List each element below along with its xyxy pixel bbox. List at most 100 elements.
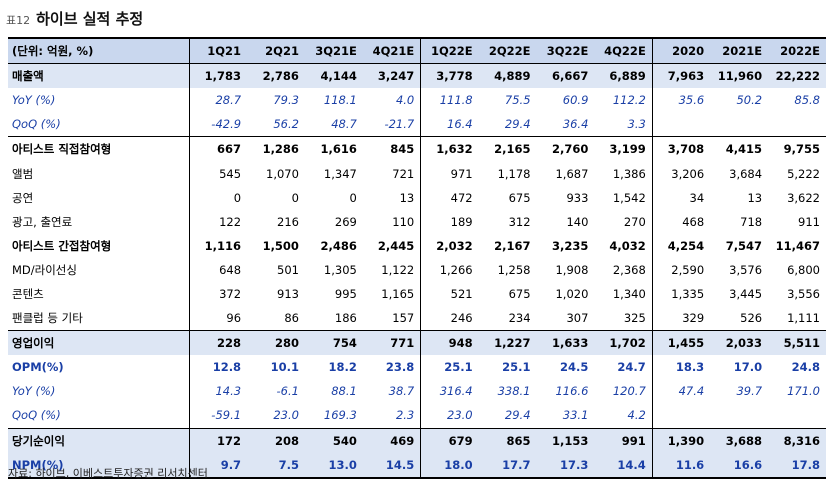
table-cell: 1,020	[555, 286, 589, 301]
column-header: 2020	[651, 38, 711, 64]
table-cell: 38.7	[388, 384, 415, 399]
column-header: 1Q21	[188, 38, 248, 64]
header-row: (단위: 억원, %) 1Q21 2Q21 3Q21E 4Q21E 1Q22E 2Q22E 3…	[8, 38, 826, 64]
table-cell: 280	[247, 330, 305, 356]
row-label: QoQ (%)	[8, 112, 190, 138]
table-cell: 4,032	[609, 238, 646, 253]
earnings-estimate-table: (단위: 억원, %) 1Q21 2Q21 3Q21E 4Q21E 1Q22E 2Q22E 3…	[8, 37, 826, 479]
column-header: 2Q21	[247, 38, 305, 64]
table-cell: 468	[651, 209, 711, 234]
table-cell: 307	[536, 306, 595, 332]
table-cell: 17.7	[478, 452, 537, 479]
row-label: 아티스트 직접참여형	[12, 142, 112, 157]
table-cell	[651, 403, 711, 429]
table-cell: 1,687	[555, 166, 589, 181]
table-cell: 6,889	[594, 63, 653, 89]
table-cell: 172	[188, 428, 248, 453]
table-cell: 13	[747, 190, 763, 205]
table-cell: 0	[291, 190, 299, 205]
table-cell: 79.3	[273, 93, 299, 108]
table-title: 표12 하이브 실적 추정	[6, 8, 143, 30]
table-cell: 648	[188, 257, 248, 282]
table-cell: 1,347	[323, 166, 357, 181]
table-cell: 521	[420, 281, 479, 307]
table-cell: 1,070	[266, 166, 299, 181]
table-cell: 1,542	[612, 190, 646, 205]
table-cell: 110	[392, 214, 415, 229]
table-cell: 56.2	[247, 112, 305, 138]
table-cell: 2,167	[494, 238, 531, 253]
table-row: 당기순이익 172 208 540 469 679 865 1,153 991 1,390 3,68…	[8, 428, 826, 453]
table-cell: 1,633	[536, 330, 595, 356]
table-cell: 29.4	[478, 112, 537, 138]
table-cell: 1,122	[381, 262, 415, 277]
table-cell: 14.3	[188, 379, 248, 404]
column-header: 2Q22E	[478, 38, 537, 64]
table-cell: 34	[651, 185, 711, 210]
table-cell: 7,963	[651, 63, 711, 89]
source-note: 자료: 하이브, 이베스트투자증권 리서치센터	[8, 467, 208, 480]
table-cell: 1,386	[612, 166, 646, 181]
row-label: 앨범	[12, 166, 34, 181]
table-cell: 3,778	[420, 63, 479, 89]
row-label: YoY (%)	[12, 93, 56, 108]
table-row: 앨범 545 1,070 1,347 721 971 1,178 1,687 1,386 3,20…	[8, 161, 826, 186]
table-cell: 1,783	[188, 63, 248, 89]
table-cell: 771	[362, 330, 421, 356]
table-cell: 216	[277, 214, 299, 229]
table-cell: 16.6	[710, 452, 769, 479]
table-cell: 208	[247, 428, 305, 453]
table-cell: 18.0	[420, 452, 479, 479]
table-cell: 948	[420, 330, 479, 356]
row-label: 광고, 출연료	[12, 214, 73, 229]
table-cell: 140	[566, 214, 589, 229]
table-cell: 33.1	[536, 403, 595, 429]
table-cell: 3,684	[729, 166, 763, 181]
table-cell: 60.9	[562, 93, 589, 108]
table-cell: 17.8	[768, 452, 826, 479]
table-cell: 675	[508, 190, 531, 205]
table-cell: 472	[420, 185, 479, 210]
table-cell: 3,556	[787, 286, 820, 301]
table-cell: 88.1	[331, 384, 357, 399]
table-cell: 3,247	[362, 63, 421, 89]
table-cell: 10.1	[270, 360, 299, 375]
table-cell: 269	[334, 214, 357, 229]
table-cell: 1,153	[536, 428, 595, 453]
table-cell: 157	[362, 306, 421, 332]
table-cell: -6.1	[276, 384, 299, 399]
table-cell: 667	[188, 136, 248, 162]
table-cell: 228	[188, 330, 248, 356]
table-cell: 118.1	[323, 93, 357, 108]
table-row: 공연 0 0 0 13 472 675 933 1,542 34 13 3,622	[8, 185, 826, 210]
row-label: 아티스트 간접참여형	[12, 238, 112, 253]
table-cell: 3.3	[594, 112, 653, 138]
row-label: NPM(%)	[8, 452, 190, 479]
row-label: OPM(%)	[12, 360, 64, 375]
table-cell: 85.8	[794, 93, 820, 108]
table-cell: 189	[420, 209, 479, 234]
table-cell: 35.6	[651, 88, 711, 113]
table-cell: 75.5	[504, 93, 531, 108]
column-header: 3Q21E	[304, 38, 363, 64]
column-header: 4Q22E	[594, 38, 653, 64]
table-row: 아티스트 간접참여형 1,116 1,500 2,486 2,445 2,032 2,167…	[8, 233, 826, 258]
table-row: 영업이익 228 280 754 771 948 1,227 1,633 1,702 1,455 2…	[8, 330, 826, 356]
table-cell: 721	[392, 166, 415, 181]
table-cell: 246	[420, 306, 479, 332]
table-cell: 845	[390, 142, 415, 157]
table-cell: 3,622	[787, 190, 820, 205]
table-cell: 14.4	[594, 452, 653, 479]
table-cell: 675	[508, 286, 531, 301]
table-cell: 234	[478, 306, 537, 332]
table-row: 매출액 1,783 2,786 4,144 3,247 3,778 4,889 6,667 6,…	[8, 63, 826, 89]
table-cell: 7.5	[247, 452, 305, 479]
row-label: 공연	[12, 190, 34, 205]
table-cell: 971	[420, 161, 479, 186]
table-cell: 1,702	[594, 330, 653, 356]
table-cell: 1,178	[497, 166, 531, 181]
table-cell: 3,235	[552, 238, 589, 253]
table-cell	[710, 112, 769, 138]
table-cell: 2,445	[377, 238, 415, 253]
table-cell: 372	[188, 281, 248, 307]
